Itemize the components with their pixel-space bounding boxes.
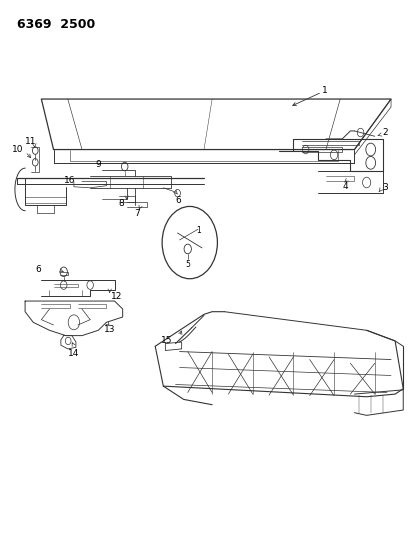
Text: 7: 7 — [134, 209, 140, 218]
Text: 1: 1 — [196, 227, 201, 236]
Text: 13: 13 — [104, 325, 116, 334]
Text: 12: 12 — [111, 292, 122, 301]
Text: 11: 11 — [25, 136, 37, 146]
Text: 6: 6 — [35, 265, 41, 273]
Text: 8: 8 — [119, 199, 124, 208]
Text: 6: 6 — [175, 196, 181, 205]
Text: 10: 10 — [12, 145, 24, 154]
Text: 16: 16 — [64, 176, 75, 185]
Text: 6369  2500: 6369 2500 — [17, 18, 95, 31]
Text: 2: 2 — [382, 128, 388, 137]
Text: 9: 9 — [95, 160, 101, 169]
Text: 4: 4 — [342, 182, 348, 191]
Text: 14: 14 — [68, 349, 79, 358]
Text: 3: 3 — [382, 183, 388, 192]
Text: 5: 5 — [186, 261, 191, 269]
Text: 1: 1 — [322, 85, 328, 94]
Text: 15: 15 — [161, 336, 173, 345]
